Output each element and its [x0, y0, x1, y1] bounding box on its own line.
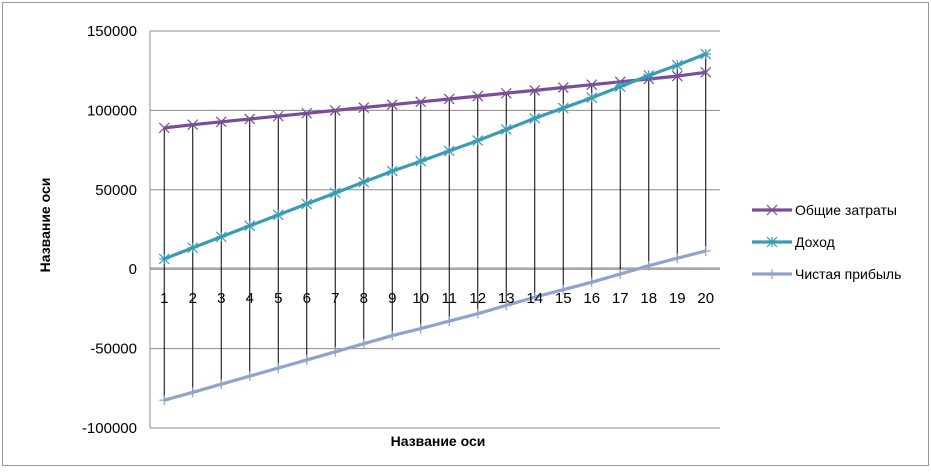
data-point-marker [386, 99, 398, 111]
data-point-marker [500, 87, 512, 99]
x-tick-label: 13 [498, 290, 515, 307]
legend-label: Общие затраты [795, 202, 897, 218]
data-point-marker [671, 70, 683, 82]
x-tick-label: 12 [469, 290, 486, 307]
x-tick-label: 3 [217, 290, 225, 307]
x-tick-label: 9 [388, 290, 396, 307]
series-layer [158, 48, 712, 406]
series-line [163, 52, 707, 261]
dropline-layer [163, 54, 707, 401]
data-point-marker [472, 90, 484, 102]
x-tick-label: 6 [303, 290, 311, 307]
y-tick-label: 50000 [95, 182, 137, 199]
x-tick-label: 14 [526, 290, 543, 307]
x-tick-label: 15 [555, 290, 572, 307]
x-tick-label: 18 [640, 290, 657, 307]
data-point-marker [272, 110, 284, 122]
data-point-marker [529, 84, 541, 96]
legend-label: Чистая прибыль [795, 266, 901, 282]
series-3 [159, 245, 711, 406]
series-line [163, 249, 707, 402]
data-point-marker [187, 119, 199, 131]
x-tick-label: 20 [697, 290, 714, 307]
x-tick-label: 16 [583, 290, 600, 307]
data-point-marker [586, 79, 598, 91]
y-tick-label: 150000 [87, 23, 137, 40]
data-point-marker [215, 116, 227, 128]
x-tick-label: 17 [612, 290, 629, 307]
x-tick-label: 1 [160, 290, 168, 307]
x-tick-label: 11 [441, 290, 457, 307]
y-axis-title: Название оси [37, 178, 53, 273]
data-point-marker [244, 113, 256, 125]
y-tick-label: -100000 [82, 420, 137, 437]
x-tick-label: 7 [331, 290, 339, 307]
series-2 [158, 48, 712, 265]
legend: Общие затраты Доход Чистая прибыль [752, 202, 901, 282]
x-axis-ticks: 1 2 3 4 5 6 7 8 9 10 11 12 13 14 15 16 17 18 19 20 [160, 290, 714, 307]
y-tick-label: 100000 [87, 102, 137, 119]
legend-item: Чистая прибыль [752, 266, 901, 282]
data-point-marker [358, 102, 370, 113]
x-tick-label: 5 [274, 290, 282, 307]
x-tick-label: 8 [360, 290, 368, 307]
y-axis-ticks: 150000 100000 50000 0 -50000 -100000 [82, 23, 137, 437]
data-point-marker [329, 104, 341, 116]
data-point-marker [301, 107, 313, 119]
data-point-marker [443, 93, 455, 105]
legend-label: Доход [795, 234, 835, 250]
x-axis-title: Название оси [391, 433, 486, 449]
legend-item: Общие затраты [752, 202, 897, 218]
x-tick-label: 10 [412, 290, 429, 307]
data-point-marker [557, 82, 569, 93]
legend-item: Доход [752, 234, 835, 250]
x-tick-label: 4 [246, 290, 254, 307]
x-tick-label: 19 [669, 290, 686, 307]
data-point-marker [415, 96, 427, 108]
chart-border [2, 2, 929, 466]
y-tick-label: 0 [129, 261, 137, 278]
data-point-marker [158, 122, 170, 134]
data-point-marker [766, 204, 778, 216]
y-tick-label: -50000 [90, 341, 137, 358]
data-point-marker [700, 66, 712, 78]
x-tick-label: 2 [189, 290, 197, 307]
grid-layer [149, 30, 720, 429]
